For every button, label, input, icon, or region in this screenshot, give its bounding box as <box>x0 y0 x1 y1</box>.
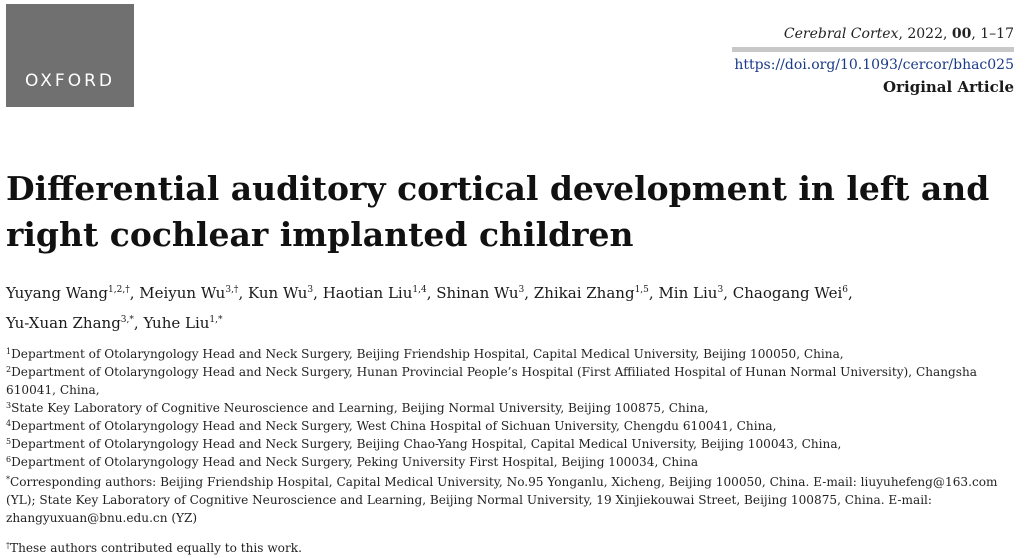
affiliation: 6Department of Otolaryngology Head and N… <box>6 455 699 469</box>
author[interactable]: Shinan Wu3 <box>436 284 525 302</box>
affiliation: 4Department of Otolaryngology Head and N… <box>6 419 777 433</box>
affiliation: 2Department of Otolaryngology Head and N… <box>6 365 977 397</box>
author[interactable]: Yuhe Liu1,* <box>143 314 223 332</box>
equal-contribution-note: †These authors contributed equally to th… <box>6 541 302 555</box>
affiliation: 5Department of Otolaryngology Head and N… <box>6 437 842 451</box>
journal-year: , 2022, <box>898 26 952 42</box>
journal-name: Cerebral Cortex <box>783 26 899 42</box>
affiliations: 1Department of Otolaryngology Head and N… <box>6 345 1016 527</box>
journal-citation: Cerebral Cortex, 2022, 00, 1–17 <box>784 26 1014 42</box>
journal-volume: 00 <box>951 26 972 42</box>
journal-pages: , 1–17 <box>971 26 1014 42</box>
author[interactable]: Zhikai Zhang1,5 <box>533 284 649 302</box>
author-list: Yuyang Wang1,2,†, Meiyun Wu3,†, Kun Wu3,… <box>6 284 853 332</box>
logo-text: OXFORD <box>24 71 115 91</box>
author[interactable]: Yuyang Wang1,2,† <box>6 284 130 302</box>
doi-link[interactable]: https://doi.org/10.1093/cercor/bhac025 <box>734 57 1014 73</box>
corresponding-authors: *Corresponding authors: Beijing Friendsh… <box>6 475 998 525</box>
author[interactable]: Chaogang Wei6 <box>732 284 849 302</box>
article-type: Original Article <box>883 78 1014 96</box>
author[interactable]: Meiyun Wu3,† <box>139 284 239 302</box>
author[interactable]: Haotian Liu1,4 <box>322 284 427 302</box>
paper-title: Differential auditory cortical developme… <box>6 169 990 254</box>
affiliation: 3State Key Laboratory of Cognitive Neuro… <box>6 401 709 415</box>
header-rule <box>732 47 1014 52</box>
affiliation: 1Department of Otolaryngology Head and N… <box>6 347 844 361</box>
oxford-logo: OXFORD <box>6 4 134 107</box>
author[interactable]: Yu-Xuan Zhang3,* <box>6 314 134 332</box>
author[interactable]: Kun Wu3 <box>247 284 314 302</box>
author[interactable]: Min Liu3 <box>658 284 724 302</box>
